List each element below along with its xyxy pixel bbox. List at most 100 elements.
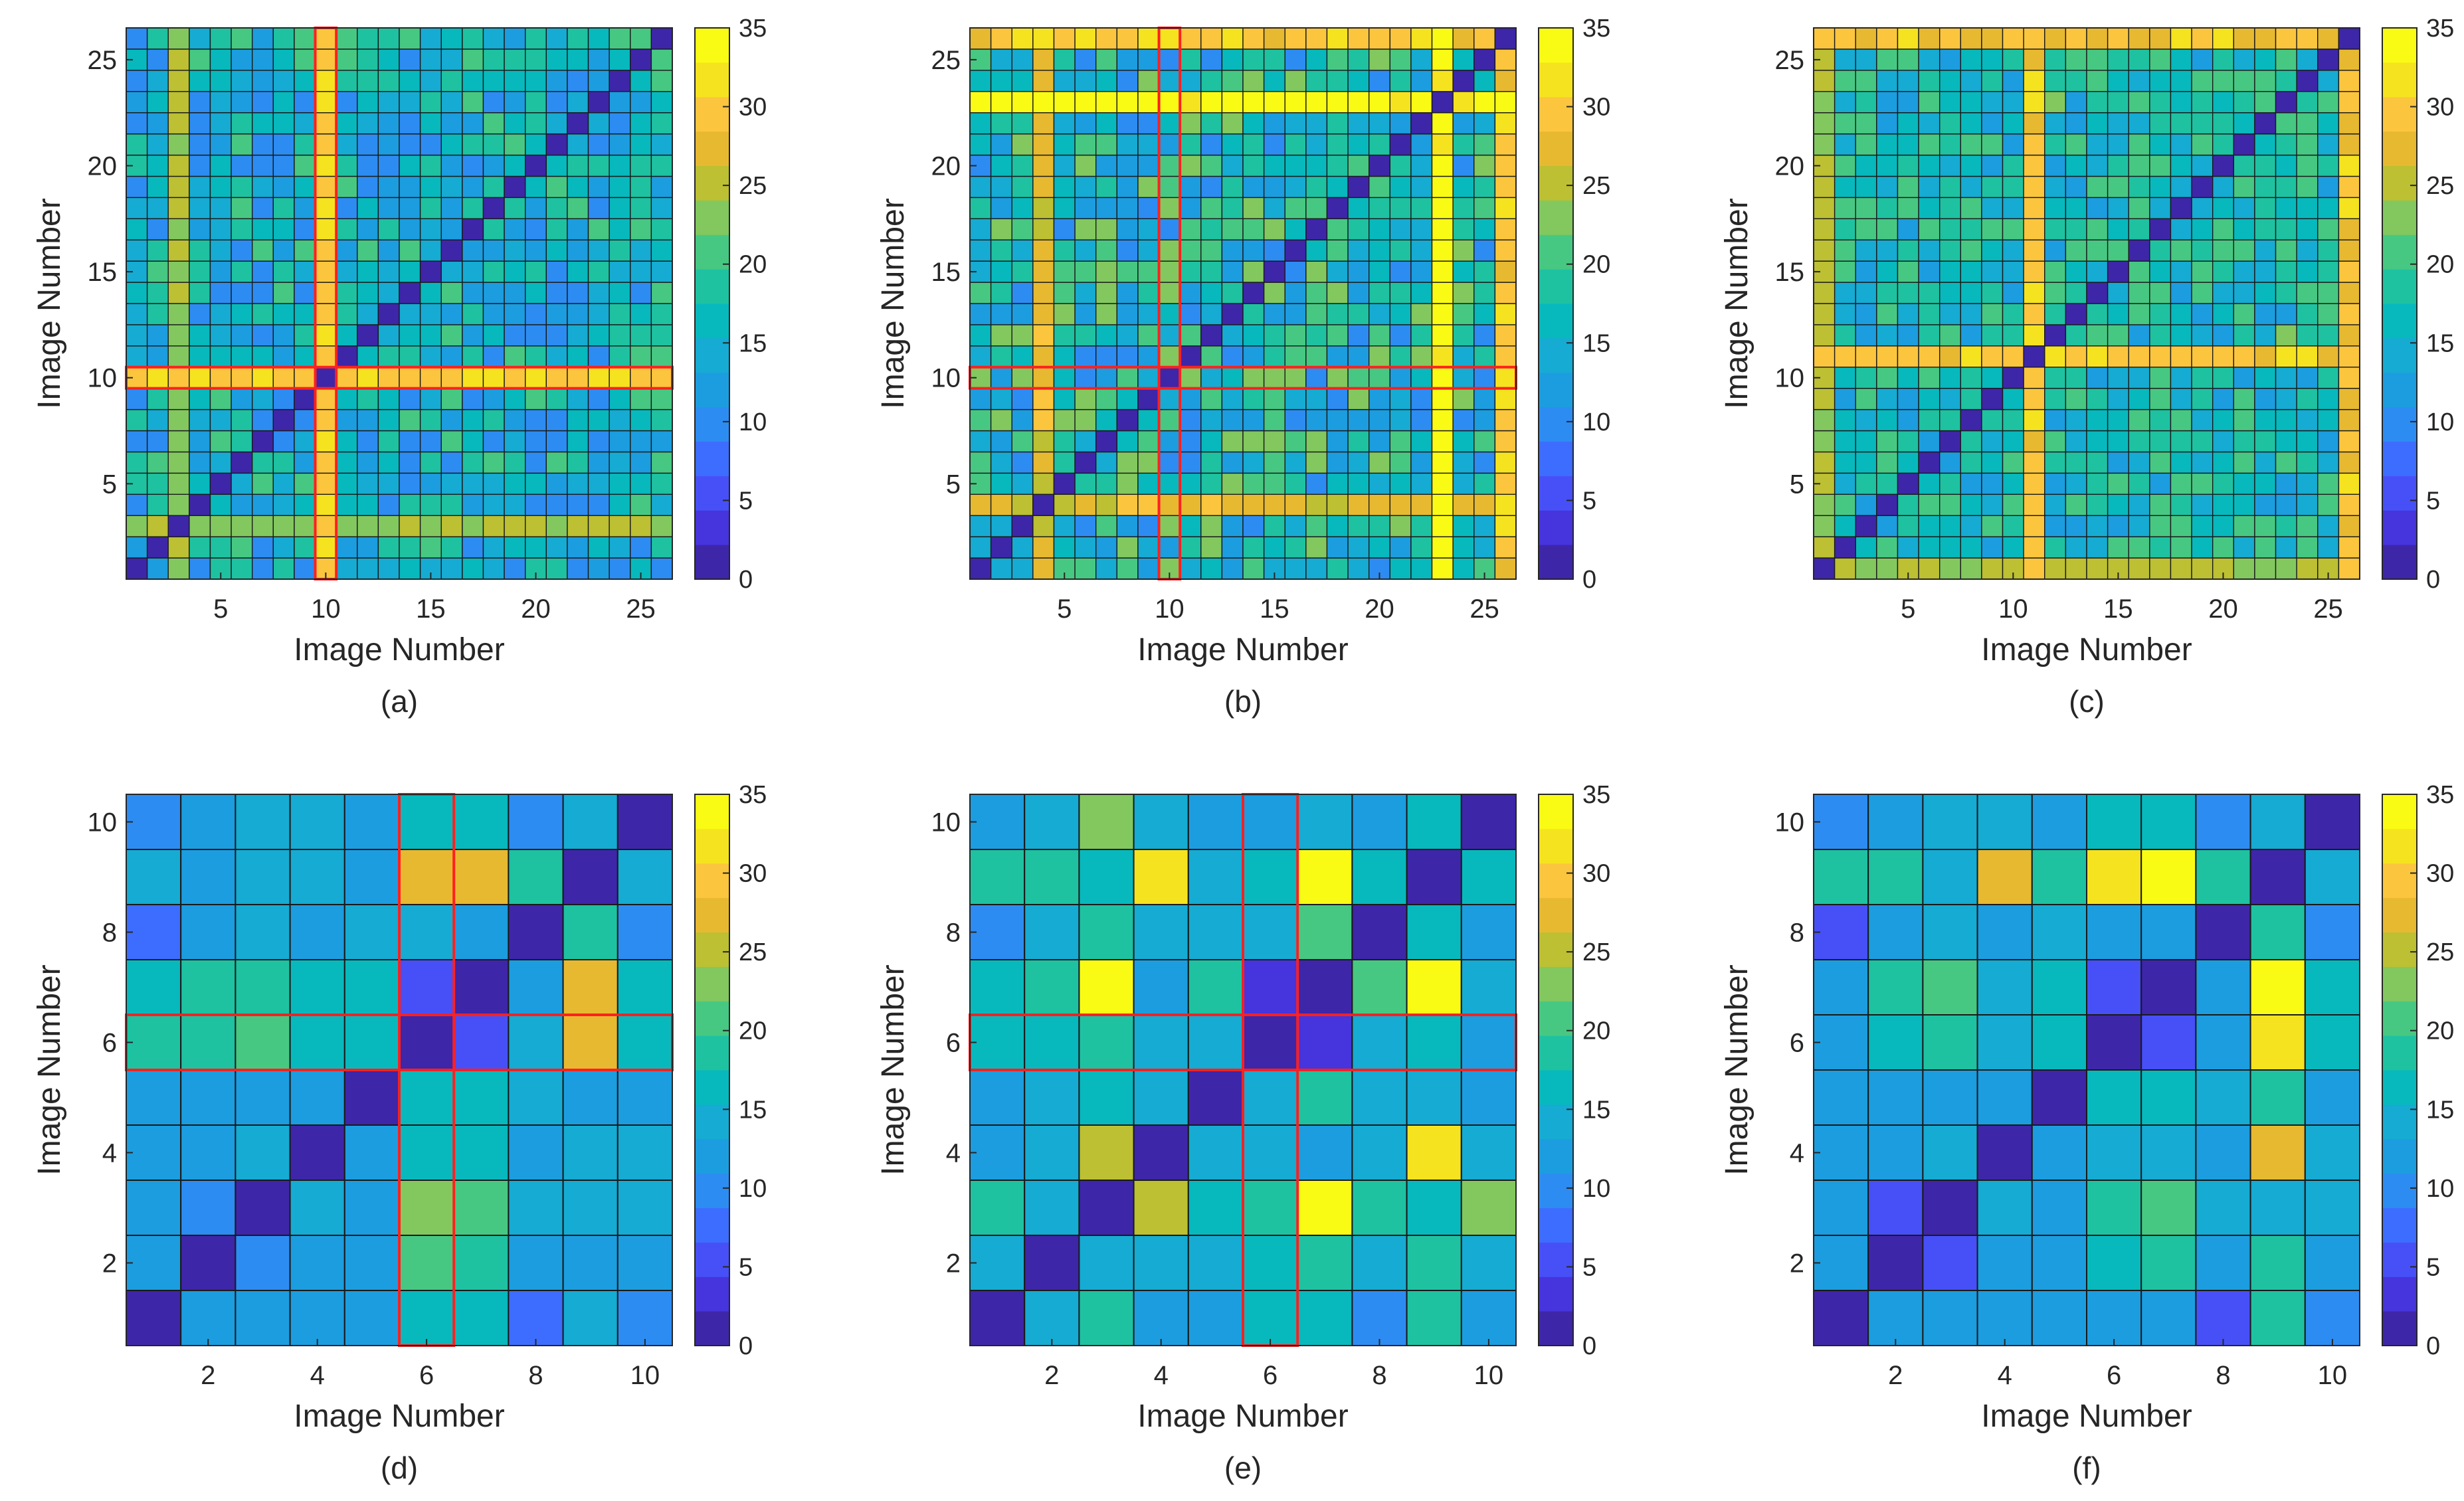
heatmap-cell [609, 197, 631, 220]
heatmap-cell [167, 515, 190, 537]
heatmap-cell [2338, 303, 2360, 325]
heatmap-cell [1494, 324, 1517, 347]
heatmap-cell [616, 794, 673, 850]
heatmap-cell [1813, 282, 1836, 304]
heatmap-cell [399, 1290, 455, 1346]
heatmap-cell [399, 175, 421, 199]
heatmap-cell [453, 904, 510, 960]
heatmap-cell [567, 239, 589, 262]
heatmap-cell [1918, 27, 1941, 50]
heatmap-cell [314, 260, 337, 283]
heatmap-cell [462, 27, 484, 50]
heatmap-cell [167, 48, 190, 71]
heatmap-cell [1918, 345, 1941, 368]
heatmap-cell [1074, 515, 1097, 537]
heatmap-cell [1452, 282, 1475, 304]
colorbar-segment [1539, 200, 1573, 235]
heatmap-cell [1011, 154, 1034, 177]
heatmap-cell [440, 91, 463, 114]
heatmap-cell [2338, 324, 2360, 347]
heatmap-cell [1939, 536, 1962, 559]
heatmap-cell [2031, 1014, 2088, 1071]
heatmap-cell [562, 959, 618, 1015]
heatmap-cell [1494, 451, 1517, 474]
heatmap-cell [969, 1235, 1026, 1291]
heatmap-cell [1897, 197, 1919, 220]
axes-frame [1813, 794, 2360, 1346]
heatmap-cell [1813, 1235, 1869, 1291]
heatmap-cell [1305, 430, 1328, 453]
heatmap-cell [1284, 536, 1307, 559]
heatmap-cell [2254, 303, 2277, 325]
heatmap-cell [1834, 472, 1856, 495]
heatmap-cell [1242, 451, 1265, 474]
heatmap-cell [1939, 367, 1962, 389]
heatmap-cell [1024, 1290, 1080, 1346]
heatmap-cell [1133, 849, 1189, 905]
heatmap-cell [2086, 557, 2109, 580]
heatmap-cell [1855, 472, 1877, 495]
heatmap-cell [1939, 303, 1962, 325]
heatmap-cell [462, 345, 484, 368]
heatmap-cell [2233, 387, 2255, 410]
heatmap-cell [1473, 133, 1496, 156]
heatmap-cell [545, 197, 568, 220]
heatmap-cell [1389, 387, 1412, 410]
colorbar-segment [2382, 269, 2417, 304]
heatmap-cell [1095, 557, 1118, 580]
heatmap-cell [1939, 112, 1962, 135]
heatmap-cell [545, 154, 568, 177]
heatmap-cell [524, 27, 547, 50]
heatmap-cell [1855, 175, 1877, 199]
heatmap-cell [1494, 133, 1517, 156]
heatmap-cell [146, 493, 169, 516]
colorbar-segment [695, 1242, 729, 1277]
heatmap-cell [2044, 367, 2067, 389]
heatmap-cell [1410, 387, 1433, 410]
heatmap-cell [2317, 472, 2340, 495]
heatmap-cell [1452, 260, 1475, 283]
heatmap-cell [1452, 430, 1475, 453]
heatmap-cell [1834, 218, 1856, 240]
heatmap-cell [462, 239, 484, 262]
heatmap-cell [1918, 70, 1941, 92]
panel-caption: (b) [1224, 684, 1262, 719]
heatmap-cell [146, 239, 169, 262]
heatmap-cell [2149, 408, 2172, 432]
y-tick-label: 2 [102, 1249, 117, 1279]
x-axis-label: Image Number [1981, 632, 2192, 667]
heatmap-cell [1351, 1069, 1408, 1126]
heatmap-cell [294, 303, 316, 325]
heatmap-cell [2170, 133, 2192, 156]
heatmap-cell [1897, 387, 1919, 410]
heatmap-cell [969, 1069, 1026, 1126]
heatmap-cell [1876, 451, 1899, 474]
heatmap-cell [1834, 387, 1856, 410]
heatmap-cell [1473, 175, 1496, 199]
x-axis-label: Image Number [1137, 632, 1348, 667]
heatmap-cell [251, 282, 274, 304]
heatmap-cell [630, 430, 652, 453]
colorbar-segment [695, 200, 729, 235]
heatmap-cell [419, 282, 442, 304]
heatmap-cell [1834, 430, 1856, 453]
heatmap-cell [1011, 451, 1034, 474]
heatmap-cell [2086, 849, 2142, 905]
heatmap-cell [1431, 367, 1454, 389]
heatmap-cell [587, 472, 610, 495]
heatmap-cell [2023, 324, 2045, 347]
heatmap-cell [1221, 408, 1244, 432]
heatmap-cell [1053, 303, 1076, 325]
heatmap-cell [2338, 48, 2360, 71]
heatmap-cell [482, 239, 505, 262]
heatmap-cell [1960, 493, 1982, 516]
heatmap-cell [2233, 472, 2255, 495]
heatmap-cell [2023, 154, 2045, 177]
heatmap-cell [2086, 345, 2109, 368]
heatmap-cell [545, 324, 568, 347]
heatmap-cell [567, 303, 589, 325]
heatmap-cell [2086, 239, 2109, 262]
heatmap-cell [146, 324, 169, 347]
heatmap-cell [1305, 282, 1328, 304]
heatmap-cell [1431, 48, 1454, 71]
